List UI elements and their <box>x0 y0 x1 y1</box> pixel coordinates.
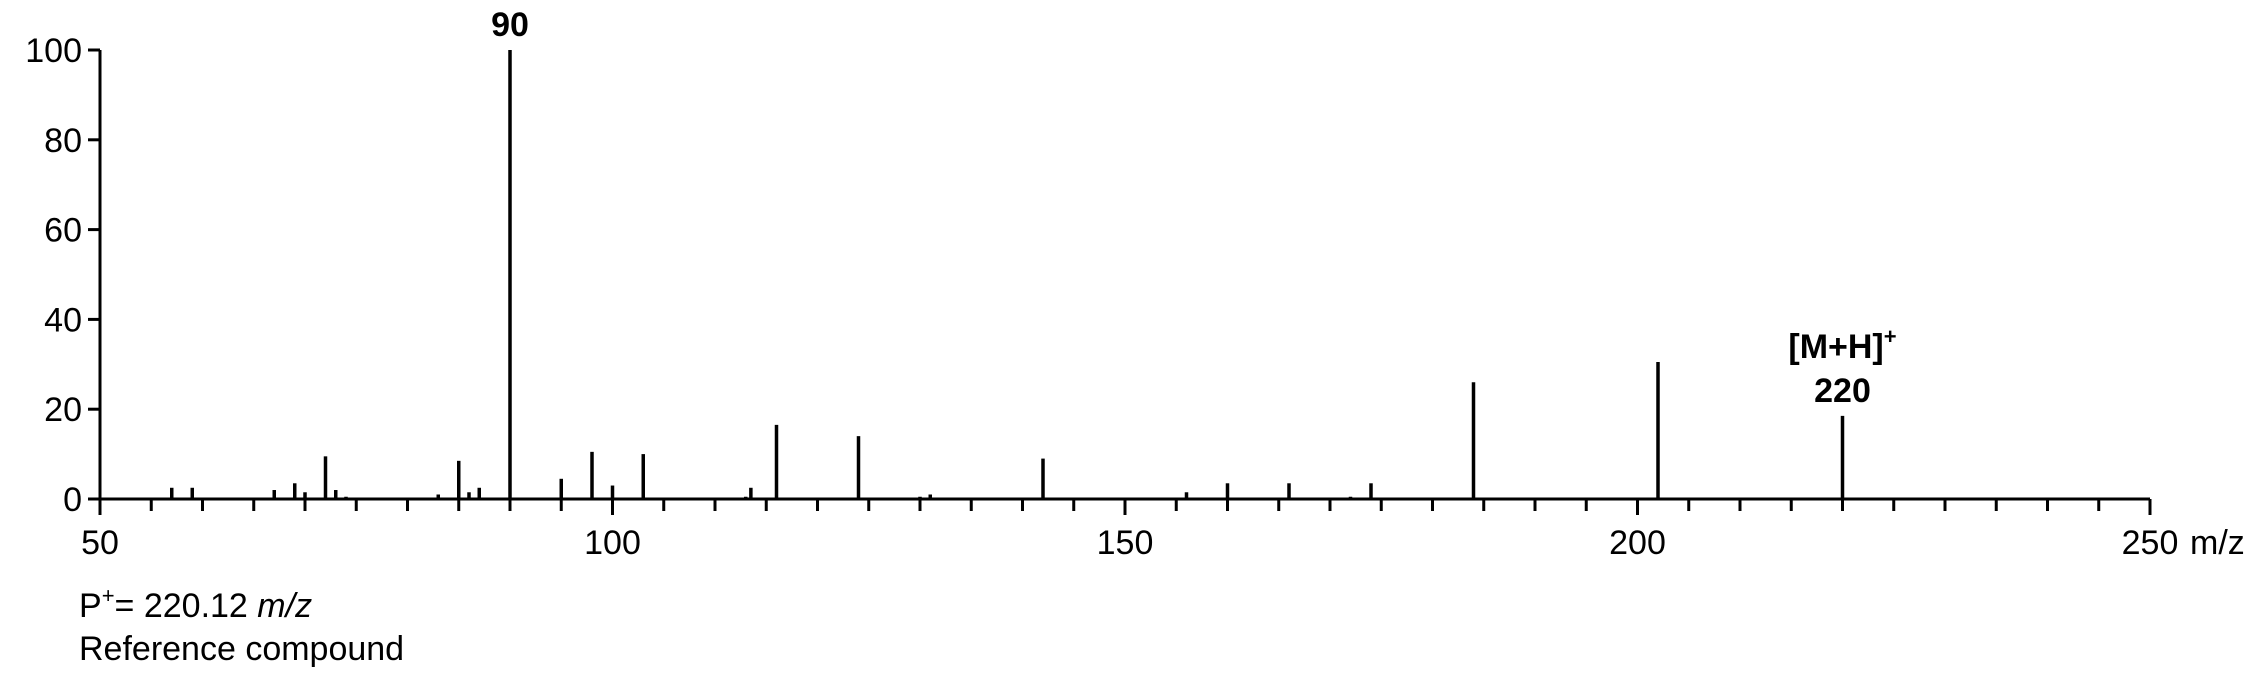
precursor-ion-unit: m/z <box>257 587 313 625</box>
y-tick-label: 40 <box>44 301 82 339</box>
y-tick-label: 100 <box>25 32 82 70</box>
x-tick-label: 50 <box>81 524 119 562</box>
x-tick-label: 150 <box>1097 524 1154 562</box>
peak-label: 90 <box>491 6 529 44</box>
x-tick-label: 200 <box>1609 524 1666 562</box>
peak-label: [M+H]+ <box>1788 324 1896 366</box>
y-tick-label: 0 <box>63 481 82 519</box>
peak-label-superscript: + <box>1884 324 1897 349</box>
precursor-ion-symbol: P <box>79 587 102 625</box>
peak-label: 220 <box>1814 372 1871 410</box>
x-tick-label: 100 <box>584 524 641 562</box>
y-tick-label: 60 <box>44 212 82 250</box>
x-axis: 50 100 150 200 250 m/z <box>81 497 2245 562</box>
precursor-ion-charge: + <box>101 583 115 608</box>
y-tick-label: 80 <box>44 122 82 160</box>
precursor-ion-caption: P+= 220.12 m/z <box>79 577 312 625</box>
y-axis: 0 20 40 60 80 100 <box>25 32 102 519</box>
peak-annotations: 90 [M+H]+ 220 <box>491 6 1897 410</box>
x-axis-unit: m/z <box>2190 524 2245 562</box>
y-tick-label: 20 <box>44 391 82 429</box>
compound-caption: Reference compound <box>79 630 405 668</box>
precursor-ion-value: = 220.12 <box>114 587 248 625</box>
x-tick-label: 250 <box>2122 524 2179 562</box>
spectrum-peaks <box>170 50 2070 499</box>
